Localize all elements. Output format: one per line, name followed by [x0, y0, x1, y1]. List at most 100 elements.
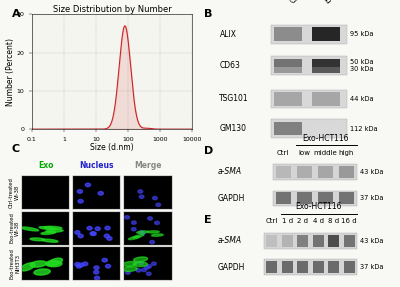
Bar	[312, 67, 340, 73]
Circle shape	[139, 195, 144, 198]
Circle shape	[136, 269, 141, 272]
Circle shape	[98, 191, 103, 195]
Circle shape	[106, 264, 111, 268]
Ellipse shape	[30, 238, 45, 241]
Circle shape	[152, 262, 156, 265]
Circle shape	[132, 221, 136, 224]
Text: Ctrl-treated
WI-38: Ctrl-treated WI-38	[9, 177, 20, 208]
Bar	[328, 235, 339, 247]
Bar	[298, 261, 308, 273]
Circle shape	[156, 203, 161, 206]
Ellipse shape	[152, 234, 163, 236]
Text: GAPDH: GAPDH	[218, 263, 245, 272]
Ellipse shape	[123, 261, 137, 266]
Text: 50 kDa
30 kDa: 50 kDa 30 kDa	[350, 59, 374, 72]
Text: C: C	[12, 144, 20, 154]
Text: Exo-HCT116: Exo-HCT116	[295, 202, 342, 212]
Circle shape	[144, 266, 149, 269]
Ellipse shape	[133, 262, 148, 267]
Bar	[271, 90, 347, 108]
Circle shape	[91, 232, 96, 236]
Text: middle: middle	[314, 150, 337, 156]
X-axis label: Size (d.nm): Size (d.nm)	[90, 143, 134, 152]
Circle shape	[102, 258, 107, 262]
Bar	[339, 166, 354, 178]
Ellipse shape	[39, 226, 56, 230]
Circle shape	[148, 217, 152, 220]
Circle shape	[75, 231, 80, 234]
Circle shape	[138, 190, 143, 193]
Circle shape	[155, 221, 159, 224]
Y-axis label: Number (Percent): Number (Percent)	[6, 38, 15, 106]
Circle shape	[146, 272, 151, 276]
Text: GM130: GM130	[220, 124, 246, 133]
Ellipse shape	[123, 267, 137, 272]
Circle shape	[150, 241, 154, 244]
Text: 43 kDa: 43 kDa	[360, 238, 384, 244]
Text: A: A	[12, 9, 21, 19]
Bar	[276, 193, 291, 204]
Text: 1 d: 1 d	[282, 218, 293, 224]
Ellipse shape	[20, 263, 35, 271]
Circle shape	[94, 270, 99, 274]
Ellipse shape	[48, 258, 62, 266]
Text: Exo-treated
NIH3T3: Exo-treated NIH3T3	[9, 248, 20, 279]
Text: Nucleus: Nucleus	[80, 161, 114, 170]
Text: 37 kDa: 37 kDa	[360, 264, 384, 270]
Text: E: E	[204, 215, 212, 225]
Bar	[271, 119, 347, 138]
Bar	[297, 193, 312, 204]
Circle shape	[90, 232, 95, 235]
Circle shape	[78, 199, 83, 203]
Bar	[264, 233, 357, 249]
Bar	[266, 261, 277, 273]
Text: Exo-treated
WI-38: Exo-treated WI-38	[9, 213, 20, 243]
Text: ALIX: ALIX	[220, 30, 236, 39]
Text: 8 d: 8 d	[328, 218, 339, 224]
Ellipse shape	[30, 261, 46, 267]
Bar	[298, 235, 308, 247]
Text: Merge: Merge	[134, 161, 162, 170]
Bar	[339, 193, 354, 204]
Circle shape	[131, 228, 136, 231]
Text: high: high	[339, 150, 354, 156]
Circle shape	[140, 232, 145, 235]
Bar	[274, 67, 302, 73]
Ellipse shape	[42, 239, 58, 242]
Text: low: low	[298, 150, 310, 156]
Circle shape	[104, 234, 110, 238]
Circle shape	[79, 263, 84, 267]
Ellipse shape	[128, 236, 140, 240]
Text: CD63: CD63	[220, 61, 240, 70]
Ellipse shape	[46, 261, 62, 267]
Circle shape	[94, 266, 99, 269]
Text: 112 kDa: 112 kDa	[350, 126, 378, 132]
Text: Exo-HCT116: Exo-HCT116	[302, 133, 349, 143]
Circle shape	[76, 264, 82, 268]
Bar	[271, 56, 347, 75]
Ellipse shape	[148, 231, 159, 233]
Text: D: D	[204, 146, 213, 156]
Ellipse shape	[134, 257, 148, 262]
Bar	[276, 166, 291, 178]
Circle shape	[147, 265, 152, 268]
Text: a-SMA: a-SMA	[218, 167, 242, 177]
Circle shape	[75, 263, 80, 266]
Circle shape	[78, 234, 83, 238]
Circle shape	[126, 271, 130, 274]
Bar	[297, 166, 312, 178]
Circle shape	[83, 262, 88, 266]
Bar	[264, 259, 357, 275]
Text: 95 kDa: 95 kDa	[350, 31, 374, 37]
Ellipse shape	[46, 230, 63, 232]
Circle shape	[87, 226, 92, 230]
Bar	[313, 235, 324, 247]
Ellipse shape	[44, 226, 62, 229]
Bar	[274, 59, 302, 72]
Circle shape	[77, 190, 82, 193]
Bar	[344, 235, 355, 247]
Bar	[271, 25, 347, 44]
Bar	[318, 193, 333, 204]
Text: 4 d: 4 d	[313, 218, 324, 224]
Circle shape	[125, 216, 130, 219]
